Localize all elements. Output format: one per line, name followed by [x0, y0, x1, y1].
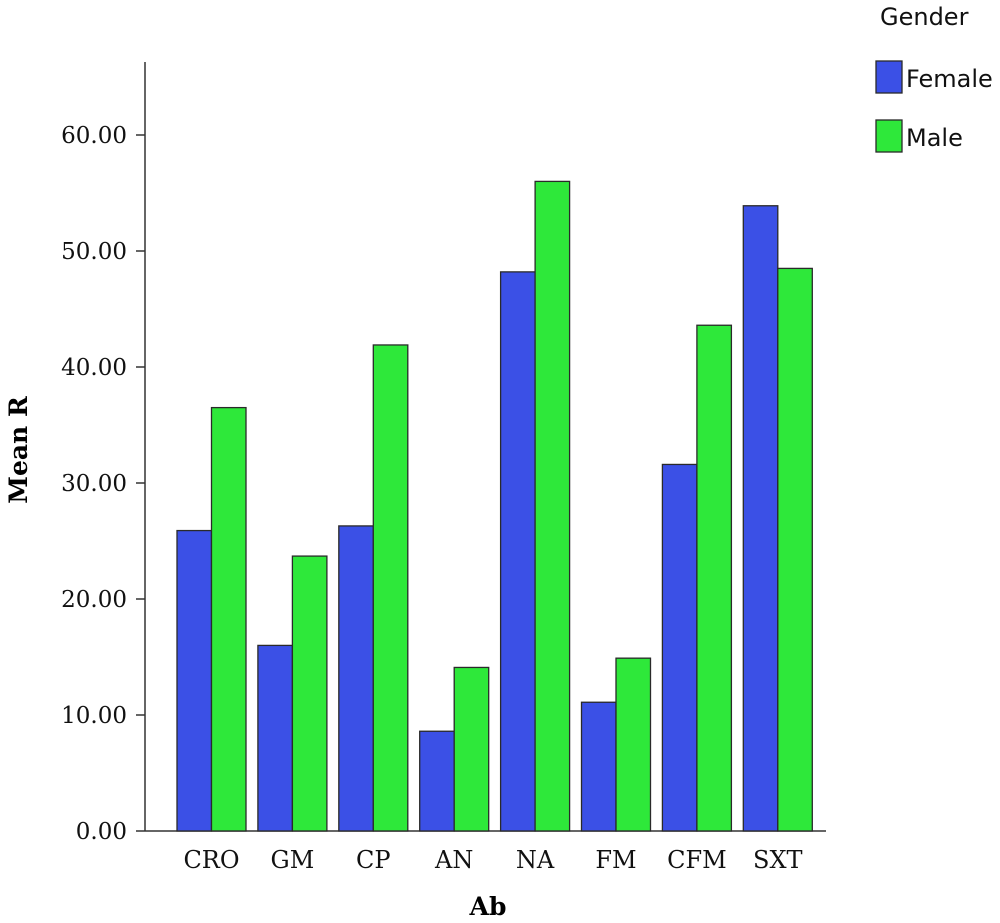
x-tick-label: SXT: [753, 846, 803, 874]
legend-label-male: Male: [906, 124, 963, 152]
legend-swatch-male: [875, 119, 903, 153]
bar-female-fm: [580, 701, 617, 832]
bar-male-gm: [291, 555, 328, 832]
bar-female-cfm: [661, 463, 698, 832]
y-tick-label: 60.00: [61, 123, 127, 149]
x-tick-label: FM: [595, 846, 636, 874]
bar-male-cfm: [696, 324, 733, 832]
legend: Gender Female Male: [875, 3, 993, 153]
bar-female-gm: [257, 644, 294, 832]
x-tick-labels: CRO GM CP AN NA FM CFM SXT: [183, 846, 802, 874]
y-ticks: 0.00 10.00 20.00 30.00 40.00 50.00 60.00: [61, 123, 145, 845]
bar-male-an: [453, 666, 490, 832]
y-tick-label: 0.00: [76, 819, 127, 845]
bar-female-an: [419, 730, 455, 832]
y-tick-label: 10.00: [61, 703, 127, 729]
x-tick-label: CP: [356, 846, 391, 874]
y-tick-label: 30.00: [61, 471, 127, 497]
bar-female-cp: [338, 525, 374, 832]
x-tick-label: GM: [271, 846, 315, 874]
bar-female-cro: [176, 529, 213, 832]
x-axis-title: Ab: [469, 892, 507, 921]
bar-female-sxt: [742, 205, 779, 832]
x-tick-label: CFM: [667, 846, 727, 874]
x-tick-label: NA: [516, 846, 555, 874]
bar-male-fm: [615, 657, 652, 832]
bar-female-na: [499, 271, 536, 832]
y-axis-title: Mean R: [4, 396, 33, 504]
bar-male-cp: [372, 344, 409, 832]
legend-title: Gender: [880, 3, 969, 31]
bar-male-sxt: [777, 267, 813, 832]
bar-male-na: [534, 180, 571, 832]
y-tick-label: 20.00: [61, 587, 127, 613]
x-tick-label: CRO: [183, 846, 239, 874]
y-tick-label: 50.00: [61, 239, 127, 265]
y-tick-label: 40.00: [61, 355, 127, 381]
bar-male-cro: [210, 406, 247, 832]
x-tick-label: AN: [434, 846, 473, 874]
bars: [176, 180, 813, 832]
legend-label-female: Female: [906, 65, 993, 93]
legend-swatch-female: [875, 60, 903, 94]
